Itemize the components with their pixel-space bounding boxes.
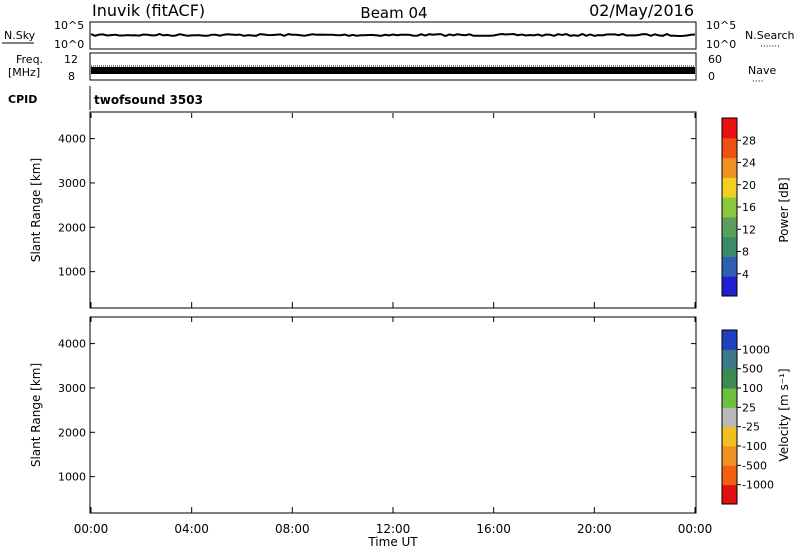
freq-tick-top: 12	[64, 53, 78, 66]
cpid-label: CPID	[8, 93, 37, 106]
date-title: 02/May/2016	[589, 1, 694, 20]
nsky-tick-bottom: 10^0	[54, 38, 84, 51]
station-title: Inuvik (fitACF)	[92, 1, 205, 20]
nsky-panel-frame	[89, 21, 697, 50]
nsky-label: N.Sky	[4, 29, 36, 42]
freq-tick-bottom: 8	[68, 70, 75, 83]
nave-tick-bottom: 0	[708, 70, 715, 83]
freq-label: Freq.	[16, 53, 43, 66]
freq-trace	[91, 67, 695, 74]
nsearch-tick-bottom: 10^0	[706, 38, 736, 51]
nave-label: Nave	[748, 64, 776, 77]
cpid-value: twofsound 3503	[94, 93, 203, 107]
freq-panel-frame	[89, 52, 697, 81]
nsearch-tick-top: 10^5	[706, 19, 736, 32]
power-panel-bg	[90, 112, 696, 308]
nsky-trace	[90, 32, 696, 38]
nsky-tick-top: 10^5	[54, 19, 84, 32]
freq-unit-label: [MHz]	[8, 66, 40, 79]
nave-dots: ····	[752, 77, 763, 87]
nsearch-label: N.Search	[745, 29, 795, 42]
beam-title: Beam 04	[360, 4, 427, 22]
nave-tick-top: 60	[708, 53, 722, 66]
nsearch-dots: ·······	[760, 42, 780, 52]
